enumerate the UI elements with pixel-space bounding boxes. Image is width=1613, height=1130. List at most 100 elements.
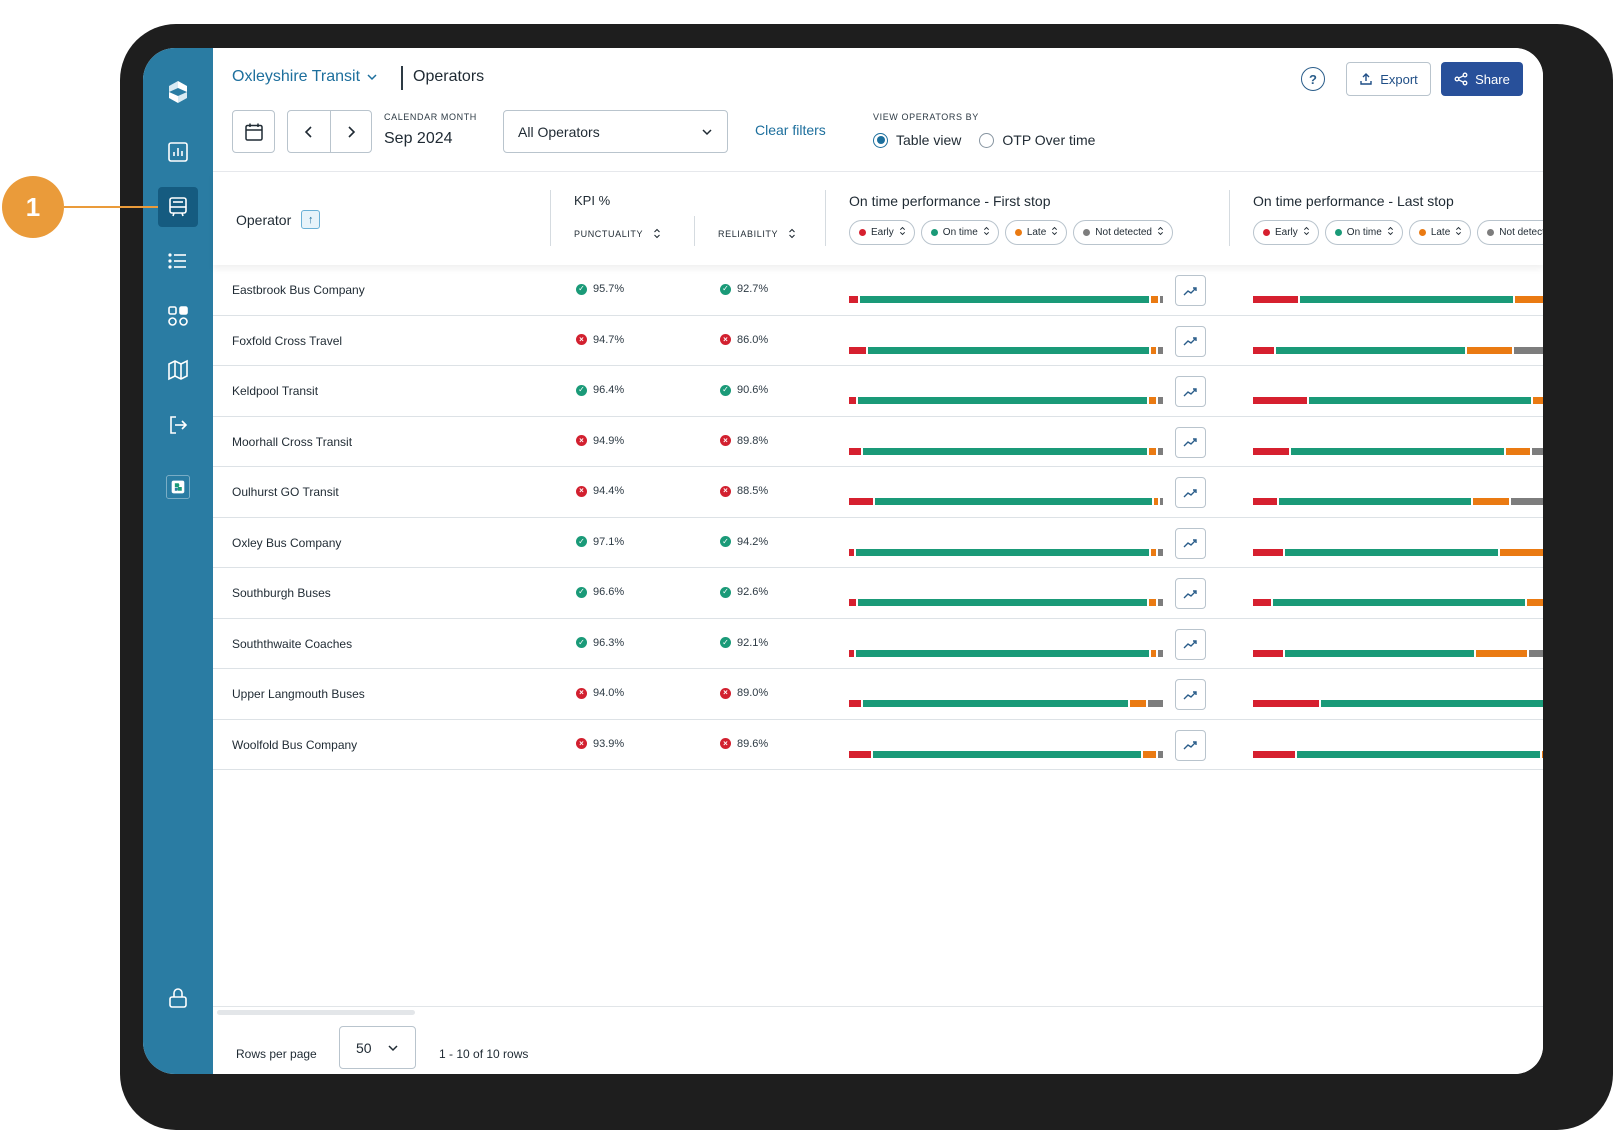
bar-segment-on-time [1309,397,1531,404]
kpi-value: 94.9% [593,434,625,447]
otp-first-stop-bar [849,649,1165,657]
trend-chart-button[interactable] [1175,426,1206,458]
logout-icon[interactable] [158,405,198,445]
bar-segment-early [1253,548,1283,556]
table-view-radio[interactable]: Table view [873,132,961,148]
share-button[interactable]: Share [1441,62,1523,96]
kpi-value: 92.1% [737,636,769,649]
trend-chart-button[interactable] [1175,477,1206,508]
list-icon[interactable] [158,241,198,281]
bar-segment-late [1500,548,1543,556]
sort-ascending-icon[interactable]: ↑ [301,210,321,229]
punctuality-header[interactable]: PUNCTUALITY [574,228,661,239]
check-icon: ✓ [576,586,587,598]
bar-segment-not-detected [1532,447,1543,455]
error-icon: × [576,687,587,699]
bar-segment-on-time [855,649,1149,657]
sort-toggle-icon [789,228,796,239]
lock-icon[interactable] [158,978,198,1018]
operator-name: Foxfold Cross Travel [232,333,343,348]
widgets-icon[interactable] [158,296,198,336]
table-row[interactable]: Southburgh Buses ✓ 96.6% ✓ 92.6% [213,568,1543,619]
help-icon[interactable]: ? [1301,67,1325,91]
reliability-cell: ✓ 92.6% [720,586,768,598]
table-row[interactable]: Foxfold Cross Travel × 94.7% × 86.0% [213,316,1543,366]
bar-segment-early [1253,750,1295,758]
operator-name: Upper Langmouth Buses [232,687,365,701]
map-icon[interactable] [158,350,198,390]
otp-last-stop-bar [1253,397,1543,404]
filter-chip-early[interactable]: Early [1253,220,1319,245]
previous-month-button[interactable] [288,111,330,152]
table-row[interactable]: Moorhall Cross Transit × 94.9% × 89.8% [213,417,1543,467]
bar-segment-early [849,447,861,455]
kpi-value: 96.6% [593,586,625,598]
filter-chip-not-detected[interactable]: Not detected [1477,220,1543,245]
trend-chart-button[interactable] [1175,325,1206,357]
rows-per-page-select[interactable]: 50 [339,1026,416,1069]
upload-icon [1360,73,1372,85]
filter-chip-not-detected[interactable]: Not detected [1073,220,1173,245]
otp-last-chips: Early On time Late Not detected [1253,220,1543,245]
partner-app-icon[interactable] [159,468,197,506]
trend-chart-button[interactable] [1175,275,1206,306]
export-button[interactable]: Export [1346,62,1431,96]
chip-label: Late [1430,227,1451,238]
sidebar [143,48,213,1074]
bar-segment-early [849,397,856,404]
table-row[interactable]: Woolfold Bus Company × 93.9% × 89.6% [213,720,1543,770]
horizontal-scrollbar[interactable] [217,1010,415,1015]
bar-segment-on-time [855,548,1149,556]
operator-select[interactable]: All Operators [503,110,728,153]
table-row[interactable]: Oulhurst GO Transit × 94.4% × 88.5% [213,467,1543,518]
organisation-selector[interactable]: Oxleyshire Transit [232,68,378,86]
kpi-value: 94.2% [737,535,769,548]
table-footer: Rows per page 50 1 - 10 of 10 rows [213,1006,1543,1074]
otp-last-stop-bar [1253,548,1543,556]
otp-last-stop-bar [1253,700,1543,707]
table-row[interactable]: Souththwaite Coaches ✓ 96.3% ✓ 92.1% [213,619,1543,669]
reports-chart-icon[interactable] [158,132,198,172]
trend-chart-button[interactable] [1175,578,1206,609]
table-row[interactable]: Upper Langmouth Buses × 94.0% × 89.0% [213,669,1543,720]
filter-chip-on-time[interactable]: On time [1324,220,1403,245]
bar-segment-early [849,700,861,707]
bar-segment-early [849,599,856,606]
check-icon: ✓ [720,384,731,396]
trend-chart-button[interactable] [1175,527,1206,559]
legend-dot-icon [859,229,866,236]
reliability-cell: × 89.0% [720,687,768,699]
trend-chart-button[interactable] [1175,729,1206,761]
clear-filters-link[interactable]: Clear filters [755,122,826,138]
next-month-button[interactable] [329,111,372,152]
sort-toggle-icon [1455,226,1462,239]
filter-chip-on-time[interactable]: On time [920,220,999,245]
operators-bus-icon[interactable] [158,187,198,227]
bar-segment-late [1142,750,1156,758]
table-row[interactable]: Keldpool Transit ✓ 96.4% ✓ 90.6% [213,366,1543,417]
punctuality-cell: ✓ 97.1% [576,536,624,548]
otp-last-stop-bar [1253,649,1543,657]
otp-last-stop-bar [1253,498,1543,505]
filter-chip-early[interactable]: Early [849,220,915,245]
calendar-button[interactable] [232,110,275,153]
operator-column-header[interactable]: Operator ↑ [236,210,321,229]
otp-last-stop-bar [1253,296,1543,303]
trend-chart-button[interactable] [1175,628,1206,660]
reliability-header[interactable]: RELIABILITY [718,228,796,239]
punctuality-label: PUNCTUALITY [574,228,644,239]
reliability-cell: ✓ 92.7% [720,283,768,295]
legend-dot-icon [930,229,938,236]
filter-chip-late[interactable]: Late [1408,220,1472,245]
table-row[interactable]: Eastbrook Bus Company ✓ 95.7% ✓ 92.7% [213,265,1543,316]
brand-logo-icon[interactable] [158,72,198,112]
trend-line-icon [1183,589,1197,598]
bar-segment-on-time [1300,296,1513,303]
filter-chip-late[interactable]: Late [1004,220,1068,245]
trend-chart-button[interactable] [1175,376,1206,407]
table-row[interactable]: Oxley Bus Company ✓ 97.1% ✓ 94.2% [213,518,1543,568]
otp-first-stop-bar [849,599,1165,606]
trend-chart-button[interactable] [1175,679,1206,710]
check-icon: ✓ [576,283,587,295]
otp-over-time-radio[interactable]: OTP Over time [979,132,1095,148]
